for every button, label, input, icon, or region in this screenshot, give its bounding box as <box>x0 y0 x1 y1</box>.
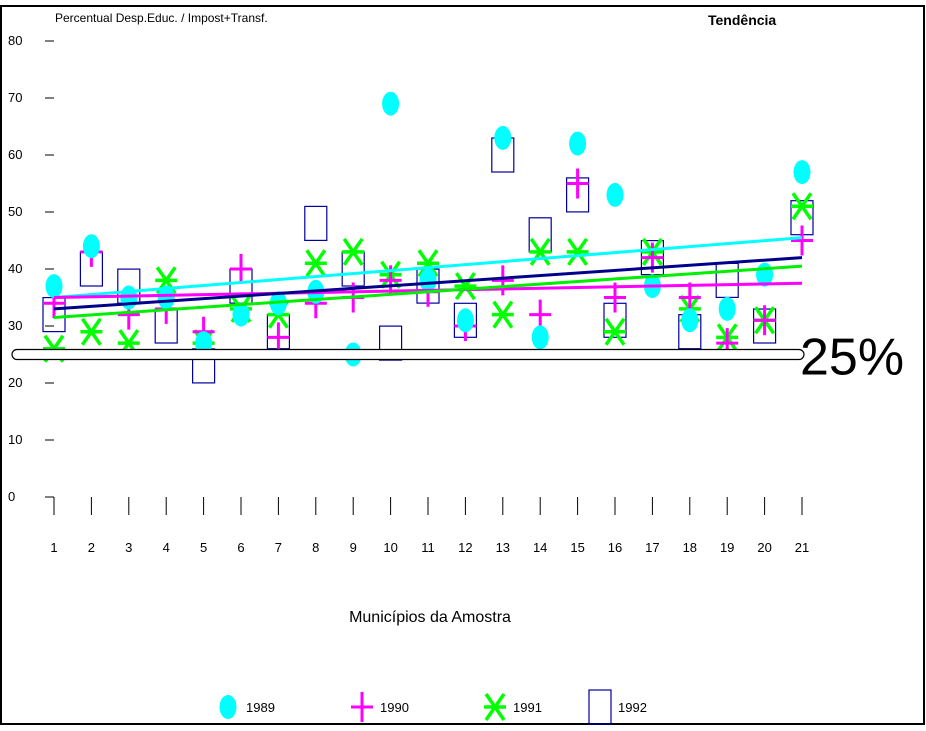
x-tick-label: 15 <box>570 540 584 555</box>
point-1989 <box>82 234 100 259</box>
point-1990 <box>753 305 776 336</box>
legend-item-1992: 1992 <box>588 689 647 725</box>
y-tick-label: 40 <box>8 261 22 276</box>
trend-lines <box>53 236 803 319</box>
x-tick-label: 1 <box>50 540 57 555</box>
x-tick-label: 9 <box>350 540 357 555</box>
point-1991 <box>342 237 365 266</box>
y-tick-label: 20 <box>8 375 22 390</box>
legend-label: 1991 <box>513 700 542 715</box>
x-tick-label: 5 <box>200 540 207 555</box>
point-1989 <box>232 302 250 327</box>
point-1990 <box>678 282 701 313</box>
series-1989 <box>45 91 811 367</box>
point-1990 <box>566 168 589 199</box>
x-tick-label: 10 <box>383 540 397 555</box>
point-1989 <box>606 182 624 207</box>
point-1991 <box>454 272 477 301</box>
trend-label: Tendência <box>708 12 776 28</box>
point-1989 <box>793 160 811 185</box>
x-tick-label: 3 <box>125 540 132 555</box>
point-1989 <box>681 308 699 333</box>
point-1991 <box>491 300 514 329</box>
x-tick-label: 16 <box>608 540 622 555</box>
x-axis-label: Municípios da Amostra <box>349 609 511 626</box>
point-1989 <box>718 296 736 321</box>
point-1989 <box>531 325 549 350</box>
x-tick-label: 4 <box>163 540 170 555</box>
point-1990 <box>791 225 813 256</box>
trend-line-1991 <box>53 264 803 319</box>
legend-marker-1991 <box>484 693 506 721</box>
y-tick-label: 60 <box>8 147 22 162</box>
point-1991 <box>566 237 589 266</box>
point-1989 <box>157 285 175 310</box>
legend-marker-1992 <box>588 689 612 725</box>
legend: 1989 1990 1991 1992 <box>219 689 647 725</box>
x-tick-label: 17 <box>645 540 659 555</box>
trend-line-1989 <box>53 236 803 299</box>
y-tick-label: 80 <box>8 33 22 48</box>
point-1989 <box>494 125 512 150</box>
reference-line: 25% <box>11 329 904 387</box>
x-axis: 1 2 3 4 5 6 7 8 9 10 11 12 13 14 15 16 17 18 19 20 21 <box>50 497 809 555</box>
point-1989 <box>419 268 437 293</box>
legend-label: 1989 <box>246 700 275 715</box>
y-tick-label: 30 <box>8 318 22 333</box>
legend-item-1990: 1990 <box>351 692 409 722</box>
y-tick-label: 0 <box>8 489 15 504</box>
point-1989 <box>456 308 474 333</box>
legend-marker-1989 <box>219 695 237 719</box>
x-tick-label: 21 <box>795 540 809 555</box>
legend-label: 1992 <box>618 700 647 715</box>
point-1992 <box>304 205 328 241</box>
point-1990 <box>529 299 552 330</box>
x-tick-label: 2 <box>88 540 95 555</box>
x-tick-label: 12 <box>458 540 472 555</box>
x-tick-label: 18 <box>683 540 697 555</box>
data-points <box>42 91 814 384</box>
x-tick-label: 20 <box>757 540 771 555</box>
chart-title: Percentual Desp.Educ. / Impost+Transf. <box>55 11 268 25</box>
y-tick-label: 50 <box>8 204 22 219</box>
x-tick-label: 14 <box>533 540 547 555</box>
legend-item-1989: 1989 <box>219 695 275 719</box>
y-tick-label: 70 <box>8 90 22 105</box>
y-axis: 0 10 20 30 40 50 60 70 80 <box>8 33 54 504</box>
point-1990 <box>267 322 290 353</box>
point-1990 <box>230 254 252 284</box>
point-1989 <box>45 274 63 299</box>
x-tick-label: 13 <box>496 540 510 555</box>
trend-line-1992 <box>53 256 803 311</box>
chart-border <box>0 5 925 725</box>
legend-marker-1990 <box>351 692 373 722</box>
x-tick-label: 19 <box>720 540 734 555</box>
point-1991 <box>80 317 103 346</box>
point-1991 <box>791 192 813 221</box>
x-tick-label: 11 <box>421 540 435 555</box>
legend-item-1991: 1991 <box>484 693 542 721</box>
point-1991 <box>304 249 327 278</box>
y-tick-label: 10 <box>8 432 22 447</box>
point-1991 <box>604 317 626 346</box>
point-1989 <box>382 91 400 116</box>
reference-label: 25% <box>800 329 904 387</box>
x-tick-label: 8 <box>312 540 319 555</box>
legend-label: 1990 <box>380 700 409 715</box>
point-1989 <box>569 131 587 156</box>
reference-bar <box>11 348 805 361</box>
x-tick-label: 7 <box>275 540 282 555</box>
x-tick-label: 6 <box>237 540 244 555</box>
